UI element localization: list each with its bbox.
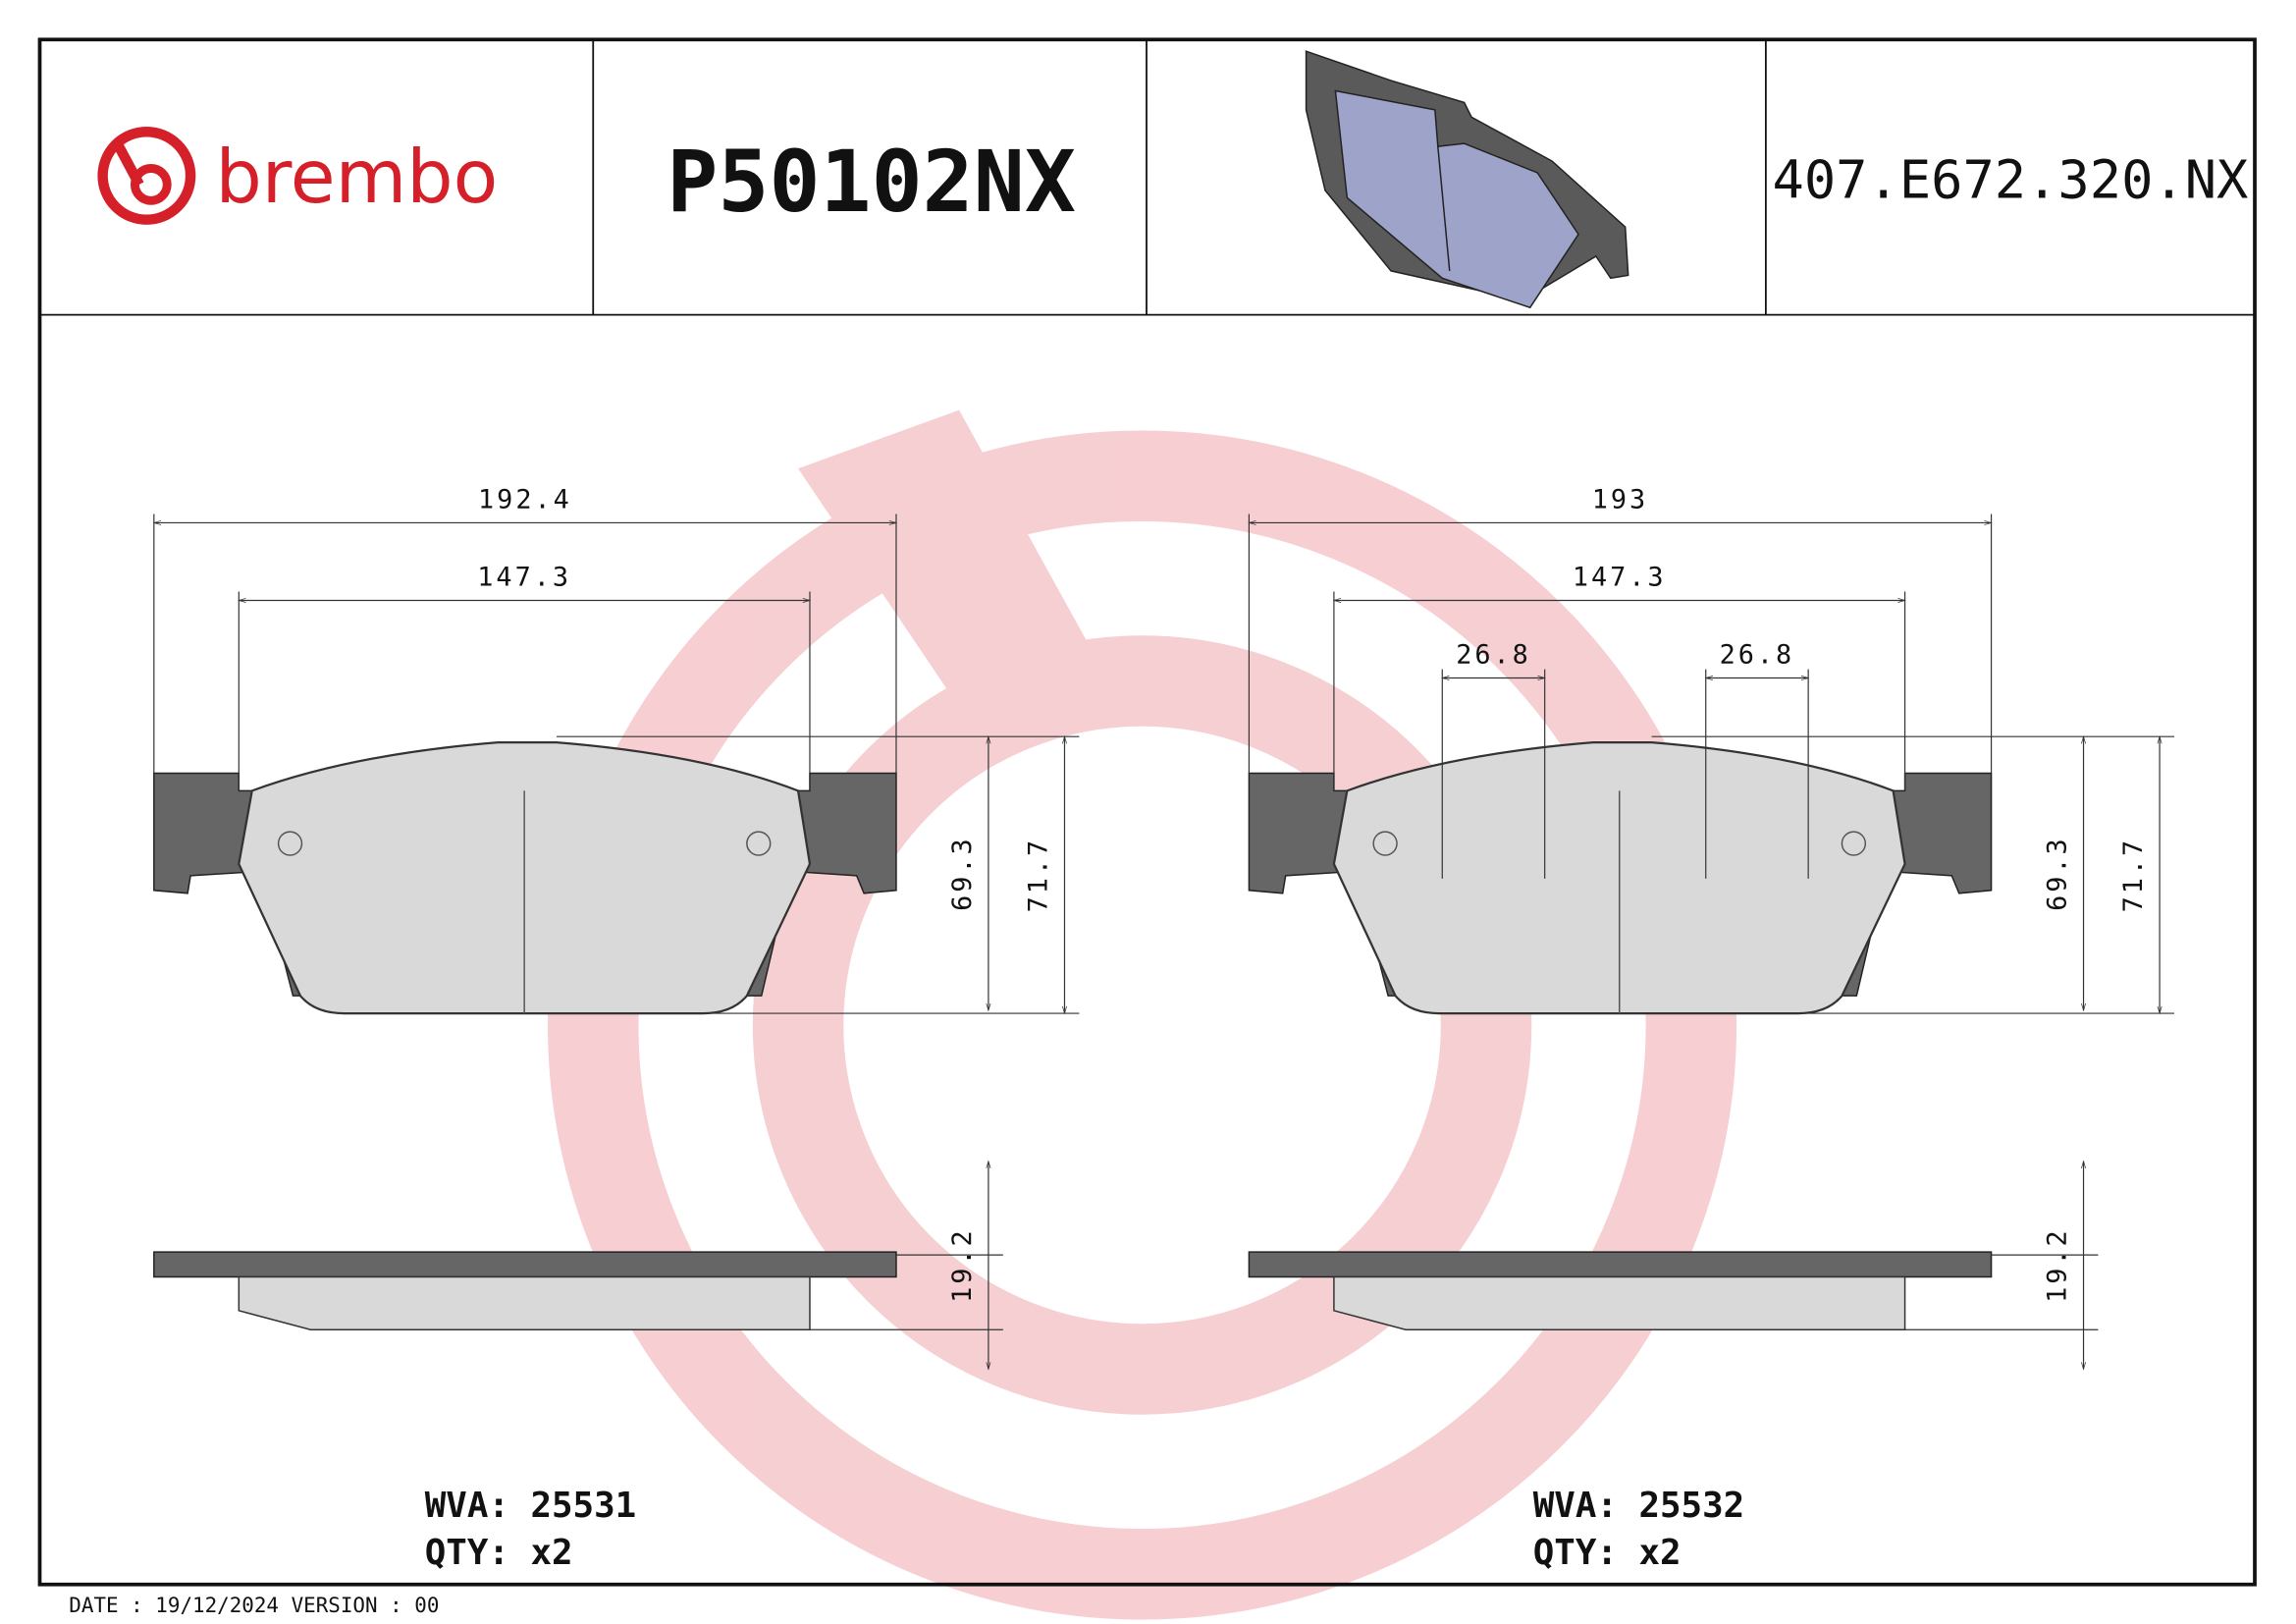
wva: WVA: 25531 xyxy=(425,1486,636,1526)
side-friction xyxy=(1333,1275,1906,1330)
dimension-label: 147.3 xyxy=(1573,563,1667,593)
watermark-ring xyxy=(752,635,1532,1415)
wva-label: WVA: xyxy=(1533,1486,1618,1526)
dimension-label: 26.8 xyxy=(1456,640,1531,671)
part-number: P50102NX xyxy=(667,134,1076,232)
dimension-label: 19.2 xyxy=(2043,1227,2073,1303)
drawings: 192.4 147.3 69.3 71.7 19.2 WVA: 25531 QTY: x2 1… xyxy=(152,485,2174,1573)
dimension-label: 69.3 xyxy=(947,836,978,911)
wva-number: 25532 xyxy=(1638,1486,1744,1526)
dimension-label: 69.3 xyxy=(2043,836,2073,911)
qty: QTY: x2 xyxy=(1533,1533,1682,1573)
date: 19/12/2024 xyxy=(155,1594,279,1617)
wva: WVA: 25532 xyxy=(1533,1486,1744,1526)
pad-hole xyxy=(1841,831,1867,856)
brand: brembo xyxy=(215,135,498,220)
brand-logo: brembo xyxy=(97,127,498,225)
version-label: VERSION : xyxy=(292,1594,402,1617)
dimension-label: 26.8 xyxy=(1720,640,1795,671)
dimension-label: 192.4 xyxy=(478,485,572,515)
date-label: DATE : xyxy=(69,1594,142,1617)
reference: 407.E672.320.NX xyxy=(1773,148,2249,210)
logo-ring xyxy=(97,127,196,225)
watermark xyxy=(548,409,1737,1620)
logo-stem xyxy=(112,140,144,188)
dimension-label: 71.7 xyxy=(2118,838,2149,913)
pad-hole xyxy=(1372,831,1398,856)
pad-hole xyxy=(277,831,303,856)
watermark-stem xyxy=(798,409,1113,762)
footer: DATE : 19/12/2024 VERSION : 00 xyxy=(69,1594,439,1617)
thumb-slot xyxy=(1437,146,1451,271)
side-plate xyxy=(1248,1251,1993,1278)
qty-label: QTY: xyxy=(425,1533,509,1573)
qty-value: x2 xyxy=(530,1533,572,1573)
pad-hole xyxy=(746,831,772,856)
qty-value: x2 xyxy=(1638,1533,1681,1573)
dimension-label: 147.3 xyxy=(477,563,571,593)
qty-label: QTY: xyxy=(1533,1533,1618,1573)
dimension-label: 19.2 xyxy=(947,1227,978,1303)
watermark-ring xyxy=(548,430,1737,1620)
thumb-friction xyxy=(1334,89,1579,309)
wva-label: WVA: xyxy=(425,1486,509,1526)
pad-thumbnail xyxy=(1305,50,1629,309)
dimension-label: 71.7 xyxy=(1024,838,1054,913)
version: 00 xyxy=(414,1594,439,1617)
side-friction xyxy=(238,1275,811,1330)
wva-number: 25531 xyxy=(530,1486,636,1526)
side-plate xyxy=(153,1251,897,1278)
qty: QTY: x2 xyxy=(425,1533,573,1573)
dimension-label: 193 xyxy=(1592,485,1648,515)
